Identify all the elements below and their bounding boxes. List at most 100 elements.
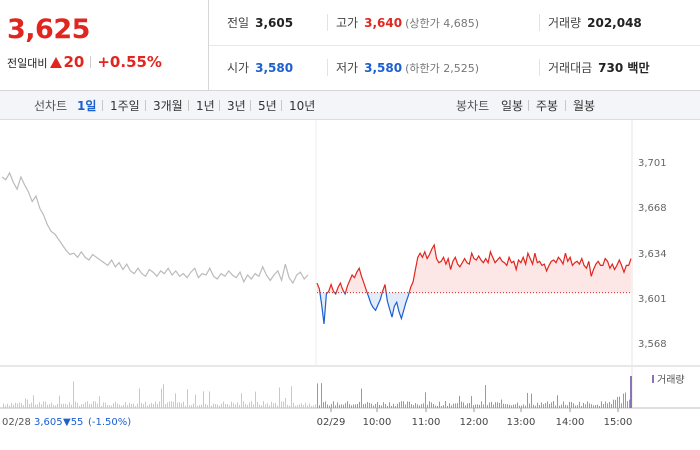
volume-bar — [247, 404, 248, 408]
volume-bar — [137, 403, 138, 408]
volume-bar — [125, 402, 126, 408]
volume-bar — [303, 404, 304, 408]
volume-bar — [447, 405, 448, 408]
today-line-up — [316, 243, 632, 293]
volume-bar — [167, 402, 168, 408]
volume-bar — [535, 405, 536, 408]
volume-bar — [155, 401, 156, 408]
volume-bar — [267, 403, 268, 408]
volume-bar — [553, 401, 554, 408]
volume-bar — [383, 402, 384, 408]
tab-10y[interactable]: 10년 — [289, 99, 316, 113]
volume-bar — [83, 404, 84, 408]
volume-bar — [327, 404, 328, 408]
volume-bar — [495, 402, 496, 408]
volume-bar — [537, 402, 538, 408]
volume-bar — [479, 404, 480, 408]
divider — [102, 100, 103, 111]
volume-bar — [499, 403, 500, 408]
volume-bar — [287, 404, 288, 408]
volume-bar — [63, 403, 64, 408]
volume-legend-swatch — [652, 375, 654, 383]
volume-bar — [263, 401, 264, 408]
volume-bar — [363, 404, 364, 408]
volume-bar — [609, 401, 610, 408]
volume-bar — [13, 404, 14, 408]
volume-bar — [453, 403, 454, 408]
divider — [250, 100, 251, 111]
volume-bar — [301, 403, 302, 408]
tab-3y[interactable]: 3년 — [227, 99, 246, 113]
volume-bar — [309, 403, 310, 408]
tab-daily-candle[interactable]: 일봉 — [501, 99, 524, 113]
prev-day-line — [1, 171, 309, 285]
volume-bar — [281, 401, 282, 408]
chart-toolbar: 선차트 1일 1주일 3개월 1년 3년 5년 10년 봉차트 일봉 주봉 월봉 — [0, 91, 700, 120]
volume-bar — [31, 402, 32, 408]
volume-bar — [407, 401, 408, 408]
volume-bar — [171, 401, 172, 408]
volume-bar — [369, 402, 370, 408]
volume-bar — [249, 402, 250, 408]
volume-bar — [233, 403, 234, 408]
volume-bar — [331, 404, 332, 408]
volume-bar — [541, 402, 542, 408]
volume-bar — [193, 403, 194, 408]
volume-bar — [11, 403, 12, 408]
volume-bar — [269, 405, 270, 408]
volume-bar — [207, 405, 208, 408]
x-tick-label: 02/29 — [317, 417, 346, 428]
volume-bar — [37, 404, 38, 408]
tab-weekly-candle[interactable]: 주봉 — [536, 99, 559, 113]
volume-bar — [545, 403, 546, 408]
volume-bar — [343, 404, 344, 408]
volume-bar — [399, 402, 400, 408]
price-box: 3,625 전일대비 20 +0.55% — [0, 0, 209, 90]
volume-bar — [613, 399, 614, 408]
tab-5y[interactable]: 5년 — [258, 99, 277, 113]
volume-bar — [17, 403, 18, 408]
divider — [145, 100, 146, 111]
volume-bar — [371, 403, 372, 408]
volume-bar — [599, 406, 600, 408]
volume-bar — [405, 404, 406, 408]
volume-bar — [515, 404, 516, 408]
x-tick-label: 12:00 — [460, 417, 489, 428]
volume-bar — [219, 405, 220, 408]
volume-bar — [589, 403, 590, 408]
divider — [565, 100, 566, 111]
volume-bar — [131, 404, 132, 408]
volume-bar — [457, 403, 458, 408]
volume-bar — [423, 403, 424, 408]
volume-bar — [253, 404, 254, 408]
volume-bar — [197, 405, 198, 408]
volume-bar — [95, 401, 96, 408]
tab-3m[interactable]: 3개월 — [153, 99, 183, 113]
volume-bar — [627, 401, 628, 408]
volume-bar — [273, 403, 274, 408]
volume-bar — [377, 402, 378, 408]
volume-bar — [525, 405, 526, 408]
volume-bar — [473, 405, 474, 408]
volume-bar — [29, 403, 30, 408]
tab-monthly-candle[interactable]: 월봉 — [573, 99, 596, 113]
volume-bar — [7, 403, 8, 408]
volume-bar — [223, 401, 224, 408]
volume-bar — [277, 405, 278, 408]
price-chart[interactable]: 3,701 3,668 3,634 3,601 3,568 02/29 10:00 11:0… — [0, 120, 700, 450]
stat-key: 저가 — [336, 61, 359, 75]
y-tick-label: 3,601 — [638, 294, 667, 305]
volume-bar — [93, 401, 94, 408]
volume-bar — [25, 398, 26, 408]
tab-1d[interactable]: 1일 — [77, 99, 97, 113]
quote-header: 3,625 전일대비 20 +0.55% 전일 3,605 고가 3,640 (상한가 4… — [0, 0, 700, 91]
volume-bar — [501, 399, 502, 408]
volume-bar — [493, 404, 494, 408]
volume-bar — [415, 403, 416, 408]
tab-1w[interactable]: 1주일 — [110, 99, 140, 113]
volume-bar — [33, 395, 34, 408]
volume-bar — [283, 401, 284, 408]
volume-bar — [123, 404, 124, 408]
volume-bar — [375, 403, 376, 408]
tab-1y[interactable]: 1년 — [196, 99, 215, 113]
